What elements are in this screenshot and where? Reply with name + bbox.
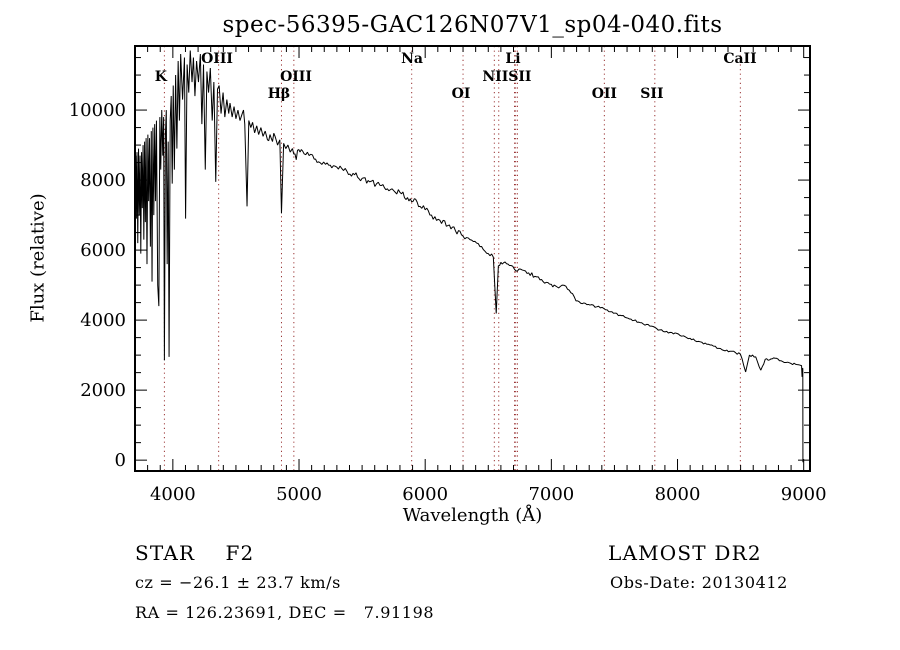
- spectral-line-label: CaII: [723, 51, 756, 67]
- plot-frame: [134, 45, 811, 472]
- spectral-line-label: Na: [401, 51, 423, 67]
- y-tick-label: 10000: [69, 100, 126, 121]
- x-tick-label: 7000: [528, 484, 574, 505]
- spectral-line-label: OII: [592, 86, 617, 102]
- spectral-line-label: Li: [505, 51, 520, 67]
- x-axis-label: Wavelength (Å): [402, 505, 543, 526]
- spectrum-curve: [134, 50, 804, 463]
- spectral-line-label: OIII: [201, 51, 233, 67]
- y-tick-label: 4000: [80, 310, 126, 331]
- y-tick-label: 2000: [80, 380, 126, 401]
- obs-date-text: Obs-Date: 20130412: [610, 573, 788, 592]
- spectral-line-label: NIISII: [482, 69, 531, 85]
- x-tick-label: 5000: [276, 484, 322, 505]
- y-tick-label: 8000: [80, 170, 126, 191]
- y-tick-label: 6000: [80, 240, 126, 261]
- cz-text: cz = −26.1 ± 23.7 km/s: [135, 573, 341, 592]
- spectral-line-label: K: [155, 69, 168, 85]
- ra-dec-text: RA = 126.23691, DEC = 7.91198: [135, 603, 435, 622]
- object-class-text: STAR F2: [135, 541, 255, 565]
- spectral-line-label: OI: [452, 86, 471, 102]
- spectral-line-label: Hβ: [268, 86, 291, 102]
- spectral-line-label: SII: [640, 86, 663, 102]
- chart-title: spec-56395-GAC126N07V1_sp04-040.fits: [222, 12, 723, 38]
- spectral-line-label: OIII: [280, 69, 312, 85]
- x-tick-label: 8000: [655, 484, 701, 505]
- y-tick-label: 0: [115, 450, 126, 471]
- x-tick-label: 6000: [402, 484, 448, 505]
- x-tick-label: 9000: [781, 484, 827, 505]
- survey-text: LAMOST DR2: [608, 541, 762, 565]
- x-tick-label: 4000: [150, 484, 196, 505]
- y-axis-label: Flux (relative): [27, 193, 49, 323]
